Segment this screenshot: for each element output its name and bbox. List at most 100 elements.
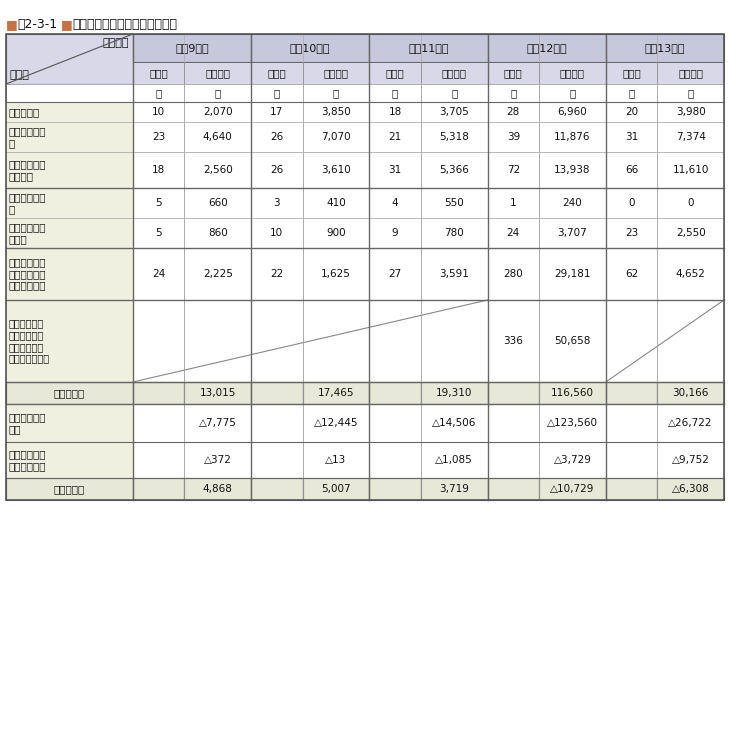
Bar [539, 84, 606, 102]
Bar [488, 248, 539, 300]
Bar [6, 382, 133, 404]
Bar [658, 62, 724, 84]
Bar [606, 404, 658, 442]
Bar [251, 122, 303, 152]
Text: 人: 人 [451, 88, 457, 98]
Text: 3,850: 3,850 [321, 107, 351, 117]
Bar [658, 442, 724, 478]
Text: 5: 5 [155, 198, 162, 208]
Text: 5,007: 5,007 [321, 484, 351, 494]
Bar [133, 102, 184, 122]
Text: 4,652: 4,652 [676, 269, 706, 279]
Bar [606, 300, 658, 382]
Text: 22: 22 [270, 269, 284, 279]
Bar [421, 84, 488, 102]
Bar [658, 382, 724, 404]
Text: 29,181: 29,181 [554, 269, 590, 279]
Text: △14,506: △14,506 [432, 418, 476, 428]
Bar [303, 478, 370, 500]
Text: 1,625: 1,625 [321, 269, 351, 279]
Text: 短期大学の学
科増設: 短期大学の学 科増設 [9, 222, 47, 244]
Text: 28: 28 [507, 107, 520, 117]
Bar [184, 404, 251, 442]
Bar [251, 84, 303, 102]
Bar [303, 152, 370, 188]
Text: 10: 10 [152, 107, 165, 117]
Bar [539, 248, 606, 300]
Bar [421, 248, 488, 300]
Text: 3: 3 [273, 198, 280, 208]
Text: 人: 人 [687, 88, 694, 98]
Text: 24: 24 [507, 228, 520, 238]
Bar [184, 478, 251, 500]
Text: 学校数: 学校数 [149, 68, 168, 78]
Bar [370, 404, 421, 442]
Bar [370, 188, 421, 218]
Bar [421, 152, 488, 188]
Text: △123,560: △123,560 [547, 418, 598, 428]
Bar [606, 122, 658, 152]
Text: △10,729: △10,729 [550, 484, 595, 494]
Text: 116,560: 116,560 [551, 388, 594, 398]
Bar [370, 62, 421, 84]
Bar [251, 300, 303, 382]
Bar [488, 102, 539, 122]
Bar [251, 218, 303, 248]
Text: 平戅9年度: 平戅9年度 [175, 43, 208, 53]
Bar [658, 218, 724, 248]
Bar [133, 152, 184, 188]
Text: 17,465: 17,465 [318, 388, 354, 398]
Text: ■: ■ [6, 18, 17, 31]
Bar [303, 442, 370, 478]
Text: 39: 39 [507, 132, 520, 142]
Bar [370, 442, 421, 478]
Bar [133, 34, 251, 62]
Bar [606, 34, 724, 62]
Text: 校: 校 [628, 88, 635, 98]
Bar [251, 404, 303, 442]
Text: 13,015: 13,015 [200, 388, 236, 398]
Bar [370, 122, 421, 152]
Text: 23: 23 [625, 228, 638, 238]
Text: 3,591: 3,591 [440, 269, 469, 279]
Text: 大学・短期大
学の入学定員
増（恒定増）: 大学・短期大 学の入学定員 増（恒定増） [9, 258, 47, 291]
Bar [606, 62, 658, 84]
Bar [539, 188, 606, 218]
Text: ■: ■ [61, 18, 73, 31]
Bar [488, 404, 539, 442]
Bar [606, 382, 658, 404]
Text: 4,640: 4,640 [203, 132, 233, 142]
Bar [658, 102, 724, 122]
Bar [658, 152, 724, 188]
Bar [184, 382, 251, 404]
Text: 3,719: 3,719 [440, 484, 469, 494]
Text: 0: 0 [687, 198, 694, 208]
Bar [421, 102, 488, 122]
Bar [133, 248, 184, 300]
Text: 7,070: 7,070 [321, 132, 351, 142]
Bar [184, 248, 251, 300]
Bar [658, 478, 724, 500]
Text: 大学・短期大
学の期間を付
した定員の延
長（限定延長）: 大学・短期大 学の期間を付 した定員の延 長（限定延長） [9, 318, 50, 363]
Text: 校: 校 [155, 88, 162, 98]
Bar [658, 404, 724, 442]
Bar [251, 188, 303, 218]
Text: 平成10年度: 平成10年度 [290, 43, 330, 53]
Bar [539, 102, 606, 122]
Text: 学校数: 学校数 [622, 68, 641, 78]
Bar [6, 300, 133, 382]
Text: 学校数: 学校数 [386, 68, 405, 78]
Text: 校: 校 [510, 88, 516, 98]
Bar [303, 218, 370, 248]
Bar [421, 478, 488, 500]
Bar [539, 122, 606, 152]
Text: 5,366: 5,366 [440, 165, 469, 175]
Bar [133, 218, 184, 248]
Text: 336: 336 [504, 336, 523, 346]
Bar [6, 442, 133, 478]
Bar [133, 84, 184, 102]
Bar [488, 62, 539, 84]
Text: 表2-3-1: 表2-3-1 [17, 18, 57, 31]
Text: 23: 23 [152, 132, 165, 142]
Bar [303, 404, 370, 442]
